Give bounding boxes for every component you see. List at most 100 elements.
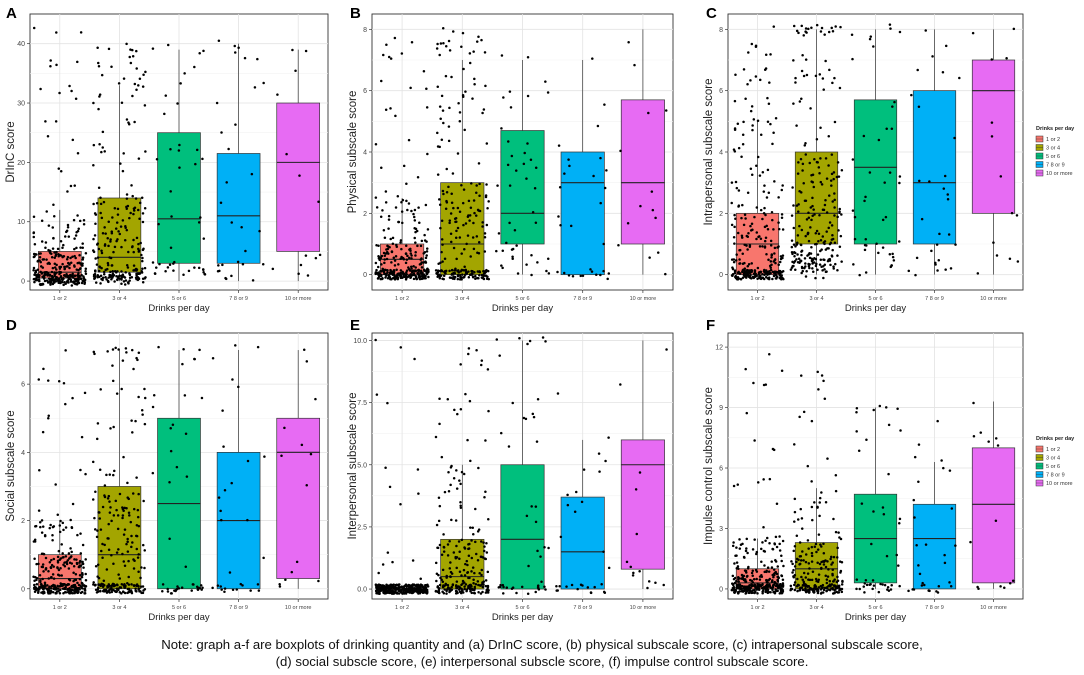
data-point (777, 587, 780, 590)
data-point (66, 265, 69, 268)
x-tick-label: 5 or 6 (515, 296, 529, 302)
data-point (463, 585, 466, 588)
data-point (755, 206, 759, 209)
data-point (157, 222, 160, 226)
data-point (144, 150, 147, 153)
data-point (770, 566, 774, 569)
x-tick-label: 7 8 or 9 (573, 605, 592, 611)
data-point (898, 175, 902, 178)
data-point (811, 204, 814, 208)
data-point (295, 560, 299, 564)
data-point (469, 206, 473, 209)
data-point (602, 242, 605, 246)
data-point (889, 27, 892, 30)
data-point (454, 592, 458, 595)
y-tick-label: 5.0 (357, 462, 367, 469)
data-point (388, 485, 392, 489)
data-point (57, 589, 60, 593)
data-point (58, 253, 61, 257)
data-point (384, 587, 388, 590)
data-point (833, 584, 837, 587)
y-tick-label: 40 (17, 41, 25, 48)
data-point (772, 568, 776, 571)
data-point (830, 254, 834, 257)
data-point (414, 275, 418, 278)
data-point (143, 396, 147, 400)
data-point (407, 256, 411, 260)
data-point (291, 48, 294, 52)
data-point (935, 243, 939, 246)
data-point (762, 589, 765, 592)
data-point (408, 274, 412, 278)
data-point (92, 164, 95, 167)
data-point (155, 157, 159, 161)
data-point (806, 464, 810, 468)
data-point (832, 171, 836, 174)
data-point (228, 571, 232, 574)
data-point (735, 579, 738, 583)
data-point (76, 581, 79, 585)
data-point (135, 272, 138, 276)
data-point (74, 578, 78, 582)
data-point (422, 586, 425, 589)
data-point (63, 265, 66, 269)
data-point (49, 589, 53, 593)
data-point (117, 548, 120, 551)
data-point (946, 197, 950, 201)
data-point (251, 279, 255, 282)
data-point (474, 274, 477, 278)
data-point (404, 261, 408, 265)
data-point (913, 516, 916, 519)
data-point (78, 219, 82, 223)
data-point (891, 105, 894, 108)
box (216, 153, 261, 264)
data-point (810, 480, 813, 483)
data-point (38, 259, 41, 262)
data-point (108, 511, 112, 514)
data-point (756, 155, 760, 159)
panel-letter: C (706, 5, 717, 22)
data-point (458, 590, 462, 594)
data-point (746, 83, 749, 86)
data-point (198, 52, 201, 55)
data-point (166, 590, 170, 593)
data-point (389, 271, 392, 275)
data-point (140, 408, 144, 412)
box (971, 59, 1016, 214)
data-point (840, 561, 844, 564)
data-point (151, 471, 155, 475)
data-point (823, 242, 826, 246)
data-point (744, 367, 747, 371)
data-point (793, 497, 797, 501)
data-point (835, 586, 839, 590)
data-point (386, 401, 389, 405)
data-point (808, 266, 811, 270)
data-point (50, 563, 54, 567)
data-point (176, 102, 179, 105)
data-point (442, 550, 446, 553)
y-tick-label: 4 (719, 150, 723, 157)
data-point (201, 157, 204, 161)
data-point (169, 148, 172, 151)
data-point (51, 282, 55, 286)
data-point (817, 166, 821, 169)
data-point (137, 553, 140, 556)
data-point (808, 256, 812, 260)
data-point (730, 181, 734, 184)
data-point (120, 245, 123, 249)
data-point (379, 256, 383, 260)
data-point (57, 281, 61, 284)
data-point (32, 215, 36, 219)
data-point (51, 247, 55, 250)
data-point (390, 592, 394, 595)
data-point (457, 102, 460, 105)
data-point (464, 90, 467, 93)
data-point (55, 268, 58, 271)
data-point (455, 229, 458, 233)
data-point (823, 268, 826, 271)
data-point (742, 587, 745, 590)
data-point (819, 543, 822, 546)
data-point (814, 264, 818, 268)
data-point (733, 127, 737, 130)
data-point (42, 367, 45, 371)
